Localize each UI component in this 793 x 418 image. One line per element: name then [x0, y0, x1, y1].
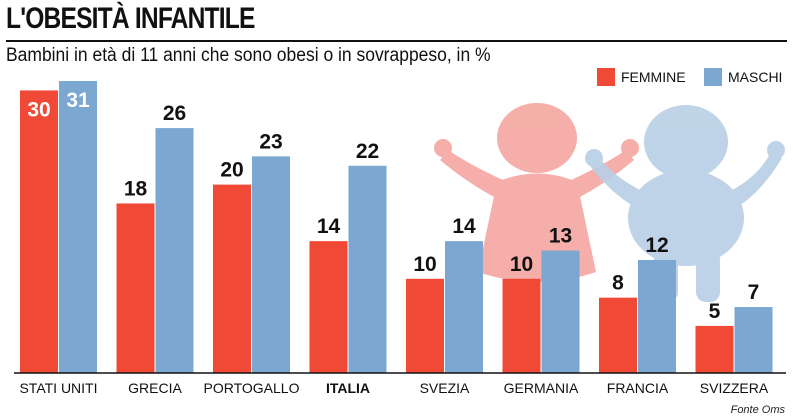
category-label-grecia: GRECIA [128, 380, 182, 396]
title-underline [6, 40, 787, 42]
bar-maschi-svizzera [734, 307, 773, 373]
bar-maschi-italia [348, 165, 387, 373]
data-label-maschi-portogallo: 23 [259, 130, 282, 153]
data-label-maschi-francia: 12 [645, 234, 668, 257]
data-label-maschi-germania: 13 [549, 225, 572, 248]
bar-femmine-portogallo [213, 184, 251, 373]
chart-title: L'OBESITÀ INFANTILE [6, 2, 255, 35]
category-label-stati-uniti: STATI UNITI [19, 380, 97, 396]
bar-maschi-portogallo [252, 156, 290, 373]
legend-item-maschi: MASCHI [704, 67, 782, 87]
legend-label-femmine: FEMMINE [621, 69, 686, 85]
data-label-femmine-germania: 10 [510, 253, 533, 276]
bar-maschi-francia [638, 259, 676, 373]
bar-maschi-svezia [445, 241, 483, 373]
bar-maschi-stati-uniti [59, 81, 97, 373]
data-label-femmine-italia: 14 [317, 215, 341, 238]
bar-femmine-germania [502, 278, 541, 373]
bar-femmine-grecia [116, 203, 155, 373]
data-label-femmine-svizzera: 5 [709, 300, 721, 323]
bar-femmine-svizzera [695, 325, 734, 373]
category-label-germania: GERMANIA [504, 380, 579, 396]
bar-femmine-svezia [406, 278, 444, 373]
boy-silhouette-icon [585, 105, 785, 302]
legend-swatch-maschi [704, 68, 722, 86]
category-label-francia: FRANCIA [607, 380, 669, 396]
source-note: Fonte Oms [730, 404, 785, 416]
data-label-maschi-stati-uniti: 31 [66, 89, 90, 112]
chart-subtitle: Bambini in età di 11 anni che sono obesi… [6, 45, 491, 66]
category-label-svezia: SVEZIA [420, 380, 470, 396]
data-label-maschi-svizzera: 7 [748, 281, 760, 304]
legend-label-maschi: MASCHI [728, 69, 783, 85]
data-label-femmine-portogallo: 20 [220, 159, 243, 182]
data-label-maschi-svezia: 14 [452, 215, 476, 238]
data-label-femmine-francia: 8 [612, 272, 624, 295]
bar-femmine-stati-uniti [20, 90, 58, 373]
bar-femmine-francia [599, 297, 637, 373]
data-label-femmine-stati-uniti: 30 [27, 98, 50, 121]
data-label-maschi-grecia: 26 [163, 102, 186, 125]
bar-maschi-germania [541, 250, 580, 373]
category-label-italia: ITALIA [326, 380, 370, 396]
bar-maschi-grecia [155, 128, 194, 373]
legend-swatch-femmine [597, 68, 615, 86]
bar-femmine-italia [309, 241, 348, 373]
legend-item-femmine: FEMMINE [597, 67, 686, 87]
category-label-portogallo: PORTOGALLO [204, 380, 300, 396]
data-label-maschi-italia: 22 [356, 140, 379, 163]
data-label-femmine-svezia: 10 [413, 253, 436, 276]
category-label-svizzera: SVIZZERA [700, 380, 769, 396]
data-label-femmine-grecia: 18 [124, 177, 148, 200]
